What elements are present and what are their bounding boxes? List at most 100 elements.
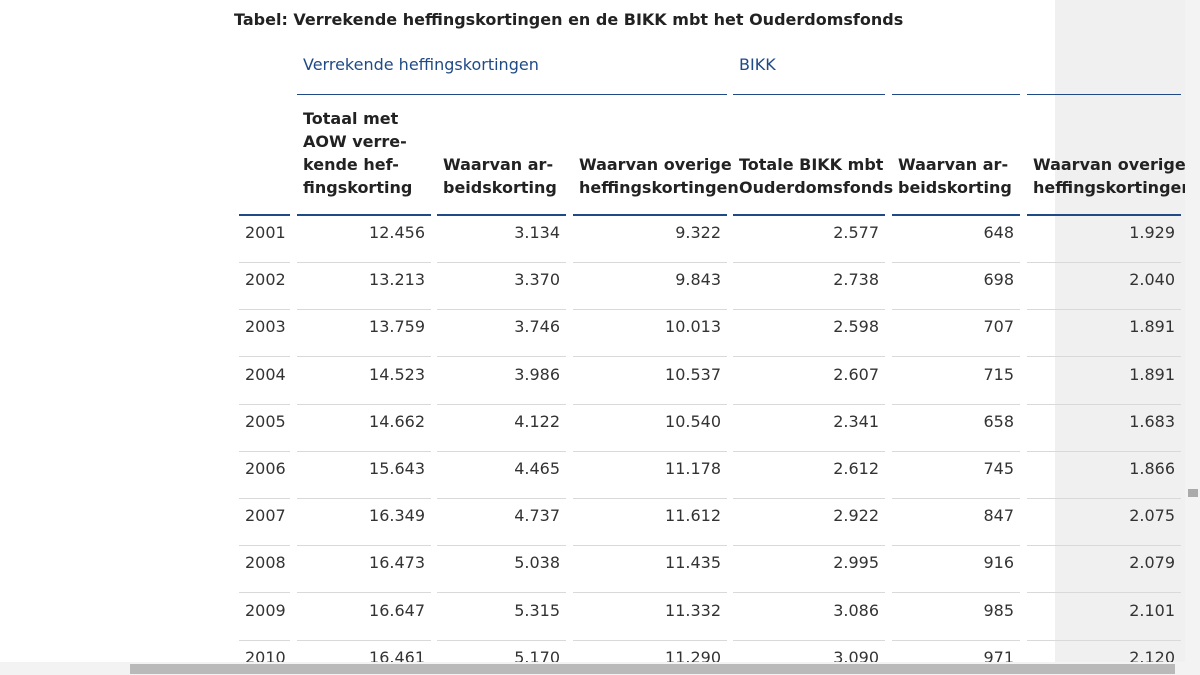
cell-value: 2.738	[833, 270, 879, 290]
row-year: 2006	[245, 459, 286, 478]
row-line	[297, 592, 431, 594]
row-line	[437, 356, 566, 358]
cell-value: 11.290	[665, 647, 721, 662]
viewport: Tabel: Verrekende heffingskortingen en d…	[234, 0, 1185, 662]
cell-value: 10.540	[665, 411, 721, 431]
cell-value: 10.013	[665, 317, 721, 337]
row-line	[1027, 639, 1181, 641]
cell-value: 11.435	[665, 553, 721, 573]
cell-value: 2.075	[1129, 506, 1175, 526]
row-line	[733, 592, 885, 594]
row-line	[437, 450, 566, 452]
cell-value: 3.090	[833, 647, 879, 662]
header-line	[239, 214, 290, 216]
row-line	[733, 309, 885, 311]
row-line	[239, 403, 290, 405]
cell-value: 1.866	[1129, 459, 1175, 478]
cell-value: 5.315	[514, 600, 560, 620]
row-line	[1027, 545, 1181, 547]
row-line	[892, 450, 1020, 452]
cell-value: 3.986	[514, 364, 560, 384]
row-line	[297, 639, 431, 641]
cell-value: 11.332	[665, 600, 721, 620]
row-line	[1027, 356, 1181, 358]
row-year: 2007	[245, 506, 286, 526]
cell-value: 2.120	[1129, 647, 1175, 662]
row-year: 2004	[245, 364, 286, 384]
row-line	[239, 262, 290, 263]
cell-value: 698	[983, 270, 1014, 290]
header-line	[892, 214, 1020, 216]
cell-value: 1.929	[1129, 223, 1175, 242]
column-header: Waarvan ar-	[443, 155, 554, 174]
group-line	[297, 94, 727, 95]
scroll-thumb[interactable]	[130, 664, 1175, 674]
cell-value: 1.891	[1129, 317, 1175, 337]
cell-value: 16.461	[369, 647, 425, 662]
row-line	[573, 262, 727, 263]
cell-value: 2.995	[833, 553, 879, 573]
row-line	[573, 309, 727, 311]
column-header: fingskorting	[303, 178, 413, 197]
row-line	[1027, 309, 1181, 311]
group-line	[733, 94, 885, 95]
row-line	[733, 498, 885, 499]
column-header: heffingskortingen	[579, 178, 739, 197]
row-year: 2001	[245, 223, 286, 242]
group-header: Verrekende heffingskortingen	[303, 55, 539, 74]
row-line	[437, 545, 566, 547]
row-year: 2002	[245, 270, 286, 290]
cell-value: 2.040	[1129, 270, 1175, 290]
row-line	[239, 545, 290, 547]
cell-value: 3.746	[514, 317, 560, 337]
row-year: 2003	[245, 317, 286, 337]
cell-value: 3.134	[514, 223, 560, 242]
cell-value: 12.456	[369, 223, 425, 242]
row-line	[573, 592, 727, 594]
row-line	[573, 639, 727, 641]
row-line	[1027, 403, 1181, 405]
cell-value: 14.662	[369, 411, 425, 431]
cell-value: 658	[983, 411, 1014, 431]
group-line	[892, 94, 1020, 95]
row-line	[892, 309, 1020, 311]
cell-value: 16.349	[369, 506, 425, 526]
cell-value: 5.170	[514, 647, 560, 662]
row-line	[297, 262, 431, 263]
cell-value: 648	[983, 223, 1014, 242]
column-header: beidskorting	[443, 178, 557, 197]
horizontal-scrollbar[interactable]	[0, 662, 1200, 675]
row-line	[1027, 450, 1181, 452]
header-line	[733, 214, 885, 216]
scroll-thumb[interactable]	[1188, 489, 1198, 497]
cell-value: 16.647	[369, 600, 425, 620]
row-line	[239, 498, 290, 499]
column-header: beidskorting	[898, 178, 1012, 197]
cell-value: 1.891	[1129, 364, 1175, 384]
row-line	[1027, 592, 1181, 594]
row-line	[892, 639, 1020, 641]
column-header: Ouderdomsfonds	[739, 178, 894, 197]
cell-value: 13.759	[369, 317, 425, 337]
cell-value: 15.643	[369, 459, 425, 478]
row-line	[437, 403, 566, 405]
column-header: AOW verre-	[303, 132, 407, 151]
column-header: Waarvan overige	[1033, 155, 1185, 174]
cell-value: 715	[983, 364, 1014, 384]
row-line	[239, 592, 290, 594]
cell-value: 11.178	[665, 459, 721, 478]
row-line	[733, 545, 885, 547]
cell-value: 847	[983, 506, 1014, 526]
row-line	[892, 356, 1020, 358]
row-line	[733, 639, 885, 641]
cell-value: 10.537	[665, 364, 721, 384]
vertical-scrollbar[interactable]	[1185, 0, 1200, 662]
cell-value: 9.843	[675, 270, 721, 290]
cell-value: 4.465	[514, 459, 560, 478]
row-line	[297, 356, 431, 358]
cell-value: 5.038	[514, 553, 560, 573]
row-line	[892, 403, 1020, 405]
row-line	[573, 403, 727, 405]
cell-value: 14.523	[369, 364, 425, 384]
cell-value: 916	[983, 553, 1014, 573]
